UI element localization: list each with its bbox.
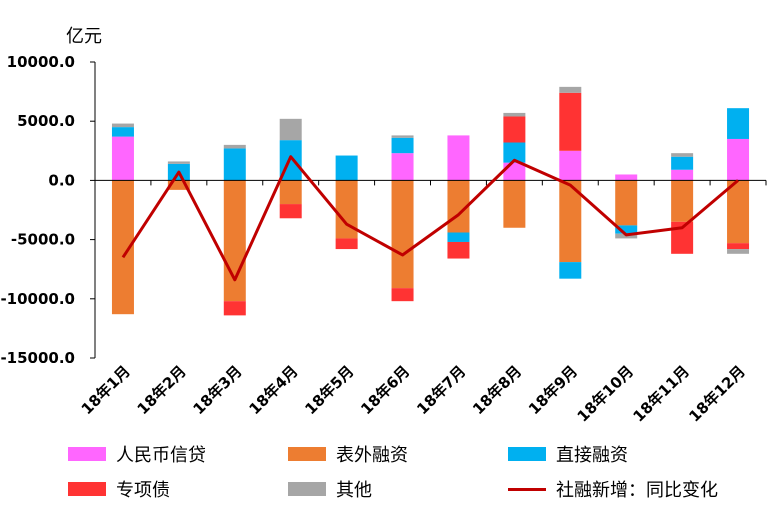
bar-segment (727, 180, 750, 244)
bar-segment (727, 243, 750, 250)
bar-segment (223, 148, 246, 181)
bar-segment (727, 249, 750, 254)
bar-segment (559, 92, 582, 151)
y-tick-label: -15000.0 (0, 349, 75, 367)
category-label: 18年5月 (301, 362, 357, 418)
bar-segment (391, 288, 414, 302)
bar-segment (503, 112, 526, 117)
bar-segment (559, 150, 582, 181)
bar-stacks (111, 86, 750, 316)
yoy-change-line (121, 155, 740, 282)
y-tick-label: 5000.0 (17, 112, 75, 130)
category-label: 18年11月 (629, 362, 692, 425)
line-series (121, 155, 740, 282)
category-label: 18年4月 (245, 362, 301, 418)
bar-segment (727, 138, 750, 181)
bar-segment (559, 262, 582, 279)
y-axis: 10000.0 5000.0 0.0 -5000.0 -10000.0 -15000.0 (0, 53, 96, 367)
bar-segment (615, 180, 638, 226)
bar-segment (223, 144, 246, 149)
bar-segment (391, 153, 414, 181)
x-axis (94, 179, 767, 186)
category-label: 18年2月 (134, 362, 190, 418)
bar-segment (111, 136, 134, 181)
category-label: 18年10月 (574, 362, 637, 425)
y-tick-label: 0.0 (48, 171, 75, 189)
category-labels: 18年1月 18年2月 18年3月 18年4月 18年5月 18年6月 18年7月 18年8月… (78, 362, 749, 425)
bar-segment (335, 155, 358, 181)
bar-segment (671, 153, 694, 157)
bar-segment (559, 180, 582, 263)
bar-segment (335, 238, 358, 250)
bar-segment (447, 232, 470, 242)
bar-segment (391, 180, 414, 289)
bar-segment (447, 135, 470, 181)
bar-segment (671, 180, 694, 222)
y-tick-label: 10000.0 (7, 53, 75, 71)
bar-segment (447, 241, 470, 259)
bar-segment (111, 127, 134, 137)
bar-segment (615, 174, 638, 181)
bar-segment (111, 123, 134, 128)
bar-segment (727, 108, 750, 139)
bar-segment (503, 180, 526, 228)
bar-segment (671, 169, 694, 181)
bar-segment (615, 225, 638, 234)
bar-segment (167, 180, 190, 190)
bar-segment (671, 156, 694, 170)
bar-segment (391, 137, 414, 154)
category-label: 18年1月 (78, 362, 134, 418)
bar-segment (223, 301, 246, 316)
category-label: 18年6月 (357, 362, 413, 418)
bar-segment (335, 180, 358, 239)
bar-segment (391, 135, 414, 138)
category-label: 18年12月 (685, 362, 748, 425)
unit-label: 亿元 (66, 26, 102, 47)
bar-segment (503, 116, 526, 143)
category-label: 18年3月 (190, 362, 246, 418)
category-label: 18年8月 (469, 362, 525, 418)
bar-segment (167, 161, 190, 164)
bar-segment (279, 118, 302, 141)
bar-segment (223, 180, 246, 302)
bar-segment (559, 86, 582, 93)
bar-segment (503, 142, 526, 163)
bar-segment (279, 180, 302, 205)
y-tick-label: -10000.0 (0, 290, 75, 308)
category-label: 18年7月 (413, 362, 469, 418)
bar-segment (111, 180, 134, 315)
category-label: 18年9月 (525, 362, 581, 418)
y-tick-label: -5000.0 (11, 231, 75, 249)
bar-segment (279, 204, 302, 219)
